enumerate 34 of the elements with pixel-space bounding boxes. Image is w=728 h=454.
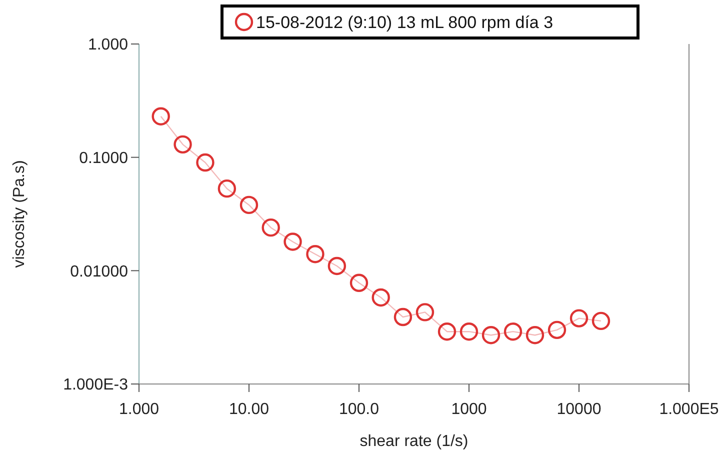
point [152,107,170,126]
x-tick-label: 1000 [451,401,487,418]
point [460,322,478,341]
point [482,326,500,344]
point [240,196,258,214]
point [592,312,610,330]
x-axis-title: shear rate (1/s) [360,433,468,450]
point [328,256,346,276]
point [262,218,280,237]
point [174,135,192,154]
point [438,322,456,341]
y-axis-title: viscosity (Pa.s) [11,160,28,268]
x-tick-label: 1.000E5 [659,401,719,418]
point [284,232,302,251]
point [306,245,324,264]
point [548,320,566,340]
point [372,288,390,307]
y-tick-label: 1.000 [88,36,128,54]
point [196,153,214,172]
point [570,309,588,328]
point [394,308,412,326]
y-tick-label: 0.1000 [79,150,128,167]
x-tick-label: 10.00 [228,401,270,418]
legend-label: 15-08-2012 (9:10) 13 mL 800 rpm día 3 [256,12,554,32]
point [416,303,434,322]
y-tick-label: 0.01000 [70,263,128,280]
point [504,322,522,341]
point [526,326,544,344]
point [350,274,368,292]
x-tick-label: 1.000 [118,401,160,418]
x-tick-label: 10000 [556,401,602,418]
y-tick-label: 1.000E-3 [63,376,128,394]
x-tick-label: 100.0 [338,401,380,418]
point [218,179,236,198]
